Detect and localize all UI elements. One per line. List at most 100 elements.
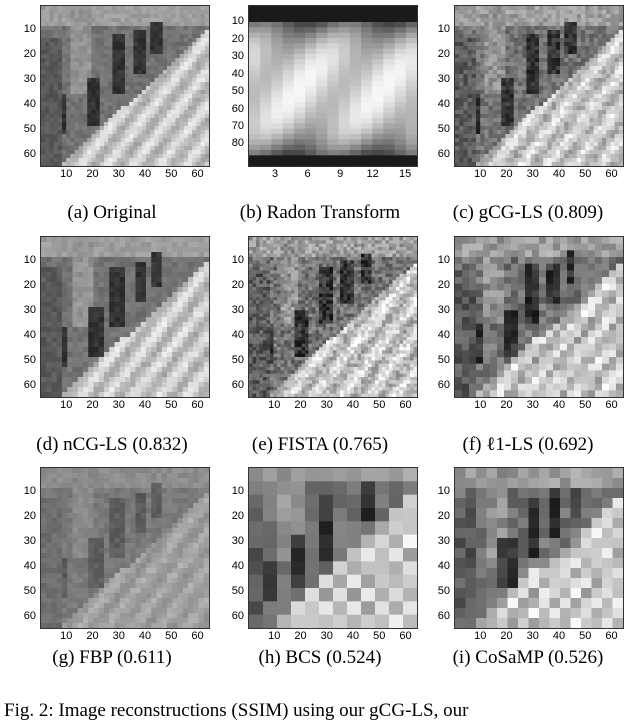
pixel: [137, 22, 143, 27]
pixel: [256, 243, 260, 248]
pixel: [455, 66, 460, 71]
pixel: [326, 250, 330, 255]
pixel: [459, 34, 464, 39]
y-tick-label: 60: [23, 379, 36, 391]
pixel: [140, 387, 147, 393]
pixel: [133, 122, 138, 127]
pixel: [183, 42, 189, 47]
pixel: [602, 154, 607, 159]
pixel: [560, 82, 565, 87]
pixel: [193, 237, 199, 243]
pixel: [560, 54, 565, 59]
pixel: [282, 160, 295, 166]
pixel: [146, 287, 152, 293]
pixel: [593, 30, 599, 35]
pixel: [62, 22, 67, 27]
pixel: [204, 34, 209, 39]
pixel: [497, 18, 502, 23]
pixel: [513, 26, 519, 31]
pixel: [263, 240, 267, 245]
pixel: [564, 94, 569, 99]
pixel: [125, 287, 131, 293]
pixel: [372, 102, 384, 108]
pixel: [271, 107, 283, 114]
pixel: [614, 98, 620, 103]
pixel: [172, 342, 178, 348]
pixel: [179, 46, 185, 51]
pixel: [568, 58, 573, 63]
pixel: [597, 82, 603, 87]
pixel: [505, 158, 510, 163]
pixel: [56, 342, 63, 348]
pixel: [141, 58, 147, 63]
pixel: [46, 382, 52, 388]
pixel: [606, 150, 611, 155]
pixel: [614, 54, 620, 59]
pixel: [606, 146, 611, 151]
pixel: [349, 11, 362, 18]
pixel: [291, 243, 295, 248]
pixel: [135, 292, 142, 298]
y-tick-label: 60: [23, 148, 36, 160]
pixel: [560, 162, 565, 166]
pixel: [172, 352, 178, 358]
pixel: [91, 74, 96, 79]
pixel: [51, 342, 58, 348]
pixel: [62, 54, 67, 59]
pixel: [394, 70, 407, 76]
pixel: [606, 86, 611, 91]
pixel: [156, 287, 163, 293]
pixel: [146, 347, 152, 353]
pixel: [589, 118, 594, 123]
pixel: [572, 98, 578, 103]
pixel: [585, 114, 590, 119]
pixel: [140, 237, 147, 243]
pixel: [455, 114, 460, 119]
pixel: [53, 46, 59, 51]
pixel: [589, 46, 594, 51]
pixel: [539, 70, 544, 75]
pixel: [555, 94, 561, 99]
pixel: [62, 377, 68, 383]
pixel: [154, 6, 159, 11]
pixel: [204, 78, 209, 83]
pixel: [188, 146, 193, 151]
pixel: [133, 154, 138, 159]
pixel: [183, 118, 189, 123]
pixel: [109, 297, 115, 303]
pixel: [93, 252, 100, 258]
pixel: [459, 38, 464, 43]
pixel: [463, 42, 468, 47]
pixel: [593, 14, 599, 19]
pixel: [133, 6, 138, 11]
pixel: [137, 82, 143, 87]
pixel: [327, 27, 339, 34]
pixel: [497, 98, 502, 103]
pixel: [305, 102, 317, 108]
pixel: [602, 114, 607, 119]
pixel: [476, 18, 481, 23]
pixel: [51, 297, 58, 303]
pixel: [62, 317, 68, 323]
pixel: [315, 243, 320, 248]
pixel: [167, 347, 173, 353]
pixel: [198, 367, 205, 373]
pixel: [67, 372, 73, 378]
pixel: [179, 50, 185, 55]
pixel: [526, 86, 531, 91]
pixel: [488, 38, 494, 43]
pixel: [62, 352, 68, 358]
pixel: [555, 158, 561, 163]
pixel: [57, 66, 63, 71]
pixel: [154, 46, 159, 51]
pixel: [294, 247, 299, 251]
pixel: [41, 292, 47, 298]
pixel: [171, 86, 176, 91]
pixel: [551, 58, 557, 63]
pixel: [488, 154, 494, 159]
pixel: [505, 150, 510, 155]
pixel: [505, 118, 510, 123]
pixel: [513, 42, 519, 47]
pixel: [62, 118, 67, 123]
pixel: [119, 307, 126, 313]
